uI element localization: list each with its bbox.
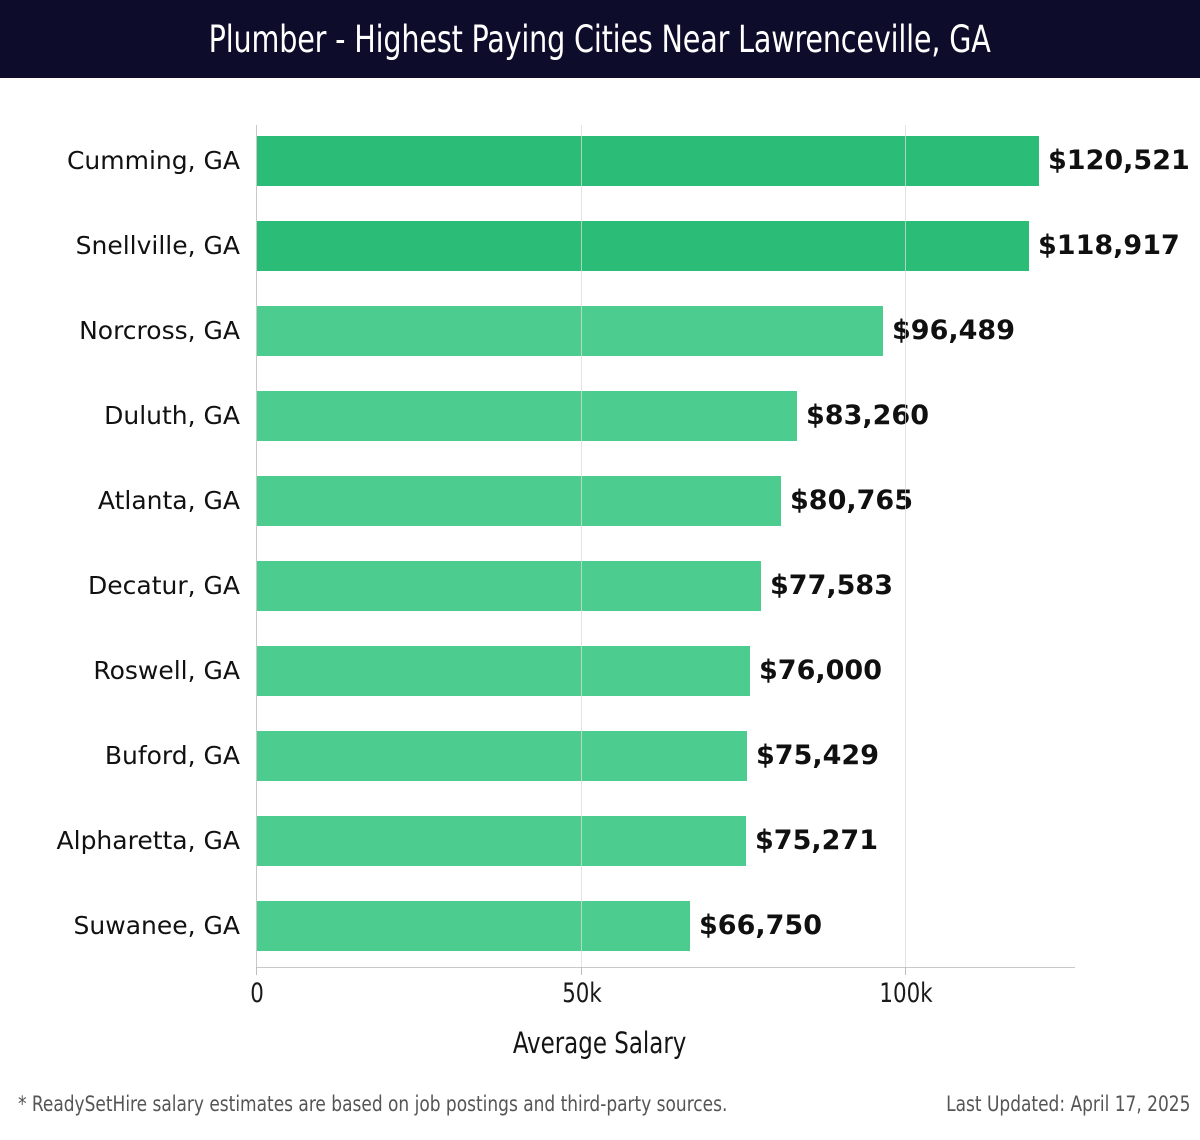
gridline <box>905 125 906 967</box>
bar-value-label: $96,489 <box>892 315 1015 346</box>
bar-row: Duluth, GA $83,260 <box>0 391 1200 441</box>
x-tick-mark <box>905 967 906 975</box>
bar-row: Decatur, GA $77,583 <box>0 561 1200 611</box>
bar-value-label: $83,260 <box>806 400 929 431</box>
footnote-text: * ReadySetHire salary estimates are base… <box>18 1092 728 1116</box>
category-label: Norcross, GA <box>79 316 240 345</box>
chart-footer: * ReadySetHire salary estimates are base… <box>0 1092 1200 1140</box>
category-label: Cumming, GA <box>66 146 240 175</box>
x-axis-line <box>256 967 1075 968</box>
bar[interactable] <box>257 221 1029 271</box>
bar-row: Roswell, GA $76,000 <box>0 646 1200 696</box>
x-tick-mark <box>581 967 582 975</box>
bar-row: Cumming, GA $120,521 <box>0 136 1200 186</box>
bar[interactable] <box>257 136 1039 186</box>
category-label: Snellville, GA <box>75 231 240 260</box>
bar-value-label: $118,917 <box>1038 230 1180 261</box>
bar[interactable] <box>257 391 797 441</box>
gridline <box>581 125 582 967</box>
chart-header: Plumber - Highest Paying Cities Near Law… <box>0 0 1200 78</box>
category-label: Suwanee, GA <box>73 911 240 940</box>
page-title: Plumber - Highest Paying Cities Near Law… <box>208 17 991 61</box>
x-axis-title-text: Average Salary <box>513 1026 687 1060</box>
bar[interactable] <box>257 306 883 356</box>
bar-value-label: $66,750 <box>699 910 822 941</box>
bar[interactable] <box>257 901 690 951</box>
bar[interactable] <box>257 476 781 526</box>
bar-row: Norcross, GA $96,489 <box>0 306 1200 356</box>
bar[interactable] <box>257 646 750 696</box>
category-label: Buford, GA <box>104 741 240 770</box>
category-label: Atlanta, GA <box>97 486 240 515</box>
x-axis-title: Average Salary <box>0 1026 1200 1060</box>
bar-value-label: $75,271 <box>755 825 878 856</box>
last-updated-text: Last Updated: April 17, 2025 <box>945 1092 1190 1116</box>
bar-value-label: $75,429 <box>756 740 879 771</box>
x-tick-label: 100k <box>879 978 933 1009</box>
bar-value-label: $76,000 <box>759 655 882 686</box>
x-tick-mark <box>256 967 257 975</box>
bar-value-label: $77,583 <box>770 570 893 601</box>
category-label: Alpharetta, GA <box>56 826 240 855</box>
bar-value-label: $80,765 <box>790 485 913 516</box>
x-tick-label: 0 <box>250 978 264 1009</box>
bar-row: Alpharetta, GA $75,271 <box>0 816 1200 866</box>
x-tick-label: 50k <box>562 978 602 1009</box>
bar-row: Suwanee, GA $66,750 <box>0 901 1200 951</box>
category-label: Duluth, GA <box>104 401 240 430</box>
bar[interactable] <box>257 816 746 866</box>
y-axis-line <box>256 125 257 967</box>
category-label: Roswell, GA <box>93 656 240 685</box>
bar[interactable] <box>257 561 761 611</box>
bar-row: Atlanta, GA $80,765 <box>0 476 1200 526</box>
bar-row: Buford, GA $75,429 <box>0 731 1200 781</box>
bar-series: Cumming, GA $120,521 Snellville, GA $118,91… <box>0 78 1200 1068</box>
category-label: Decatur, GA <box>88 571 240 600</box>
bar[interactable] <box>257 731 747 781</box>
bar-value-label: $120,521 <box>1048 145 1190 176</box>
plot-area: Cumming, GA $120,521 Snellville, GA $118,91… <box>0 78 1200 1068</box>
bar-row: Snellville, GA $118,917 <box>0 221 1200 271</box>
